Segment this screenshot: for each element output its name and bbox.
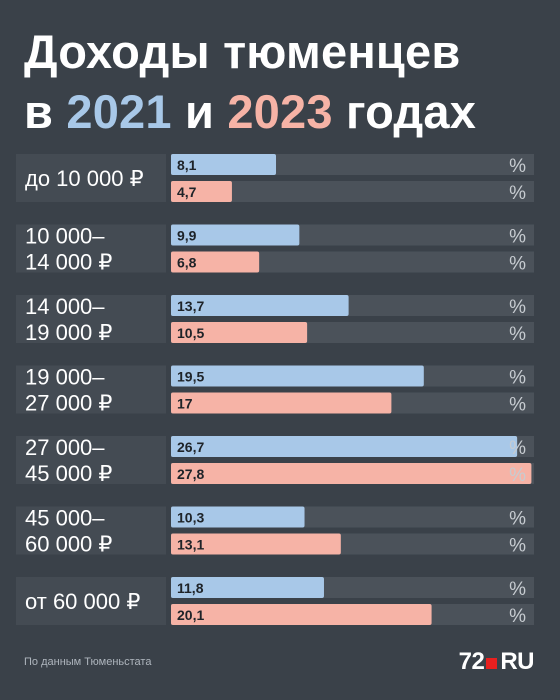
category-label-bg: [16, 295, 166, 343]
category-label: 14 000 ₽: [25, 250, 112, 275]
data-label: 17: [177, 396, 193, 412]
title-prefix: в: [24, 85, 67, 138]
bar-2021: [171, 224, 300, 246]
bar-2021: [171, 506, 305, 528]
percent-sign: %: [509, 579, 526, 600]
data-label: 20,1: [177, 607, 204, 623]
category-label: 19 000 ₽: [25, 320, 112, 345]
category-label: до 10 000 ₽: [25, 166, 144, 191]
percent-sign: %: [509, 227, 526, 248]
bar-2023: [171, 392, 392, 414]
bar-2021: [171, 295, 349, 316]
title-line-2: в 2021 и 2023 годах: [24, 82, 476, 142]
bar-track: [171, 251, 534, 273]
title-conjunction: и: [171, 85, 228, 138]
bar-2023: [171, 604, 432, 625]
bar-2023: [171, 533, 341, 555]
logo-red-square-icon: [486, 657, 498, 669]
bar-2023: [171, 463, 532, 484]
category-label: 14 000–: [25, 294, 105, 319]
bar-2023: [171, 322, 308, 343]
page-title: Доходы тюменцев в 2021 и 2023 годах: [24, 22, 476, 142]
data-label: 13,7: [177, 298, 204, 314]
percent-sign: %: [509, 254, 526, 275]
data-label: 10,5: [177, 325, 204, 341]
data-label: 27,8: [177, 466, 204, 482]
bar-2023: [171, 181, 232, 202]
category-label: 45 000 ₽: [25, 461, 112, 486]
data-label: 4,7: [177, 184, 197, 200]
bar-2021: [171, 365, 424, 387]
data-label: 11,8: [177, 580, 204, 596]
category-label: 27 000 ₽: [25, 391, 112, 416]
data-label: 9,9: [177, 228, 197, 244]
data-label: 10,3: [177, 510, 204, 526]
percent-sign: %: [509, 183, 526, 204]
category-label-bg: [16, 224, 166, 273]
bar-2021: [171, 577, 324, 598]
logo: 72 RU: [458, 648, 535, 676]
percent-sign: %: [509, 368, 526, 389]
logo-number: 72: [458, 648, 485, 675]
category-label-bg: [16, 577, 166, 625]
category-label: 10 000–: [25, 224, 105, 249]
category-label: 19 000–: [25, 365, 105, 390]
data-label: 6,8: [177, 255, 197, 271]
data-label: 8,1: [177, 157, 197, 173]
category-label-bg: [16, 506, 166, 555]
category-label-bg: [16, 436, 166, 484]
percent-sign: %: [509, 395, 526, 416]
category-label: 27 000–: [25, 435, 105, 460]
percent-sign: %: [509, 438, 526, 459]
data-label: 13,1: [177, 537, 204, 553]
category-label: от 60 000 ₽: [25, 589, 140, 614]
data-label: 26,7: [177, 439, 204, 455]
bar-2023: [171, 251, 260, 273]
percent-sign: %: [509, 536, 526, 557]
title-year-2023: 2023: [227, 85, 333, 138]
percent-sign: %: [509, 606, 526, 627]
bar-2021: [171, 436, 518, 457]
bar-track: [171, 181, 534, 202]
bar-2021: [171, 154, 277, 175]
data-label: 19,5: [177, 369, 204, 385]
category-label-bg: [16, 365, 166, 414]
percent-sign: %: [509, 509, 526, 530]
percent-sign: %: [509, 297, 526, 318]
source-note: По данным Тюменьстата: [24, 656, 152, 668]
category-label-bg: [16, 154, 166, 202]
percent-sign: %: [509, 156, 526, 177]
title-line-1: Доходы тюменцев: [24, 25, 461, 78]
logo-text: RU: [500, 648, 534, 675]
percent-sign: %: [509, 465, 526, 486]
title-year-2021: 2021: [66, 85, 172, 138]
category-label: 45 000–: [25, 506, 105, 531]
category-label: 60 000 ₽: [25, 532, 112, 557]
title-suffix: годах: [332, 85, 477, 138]
percent-sign: %: [509, 324, 526, 345]
